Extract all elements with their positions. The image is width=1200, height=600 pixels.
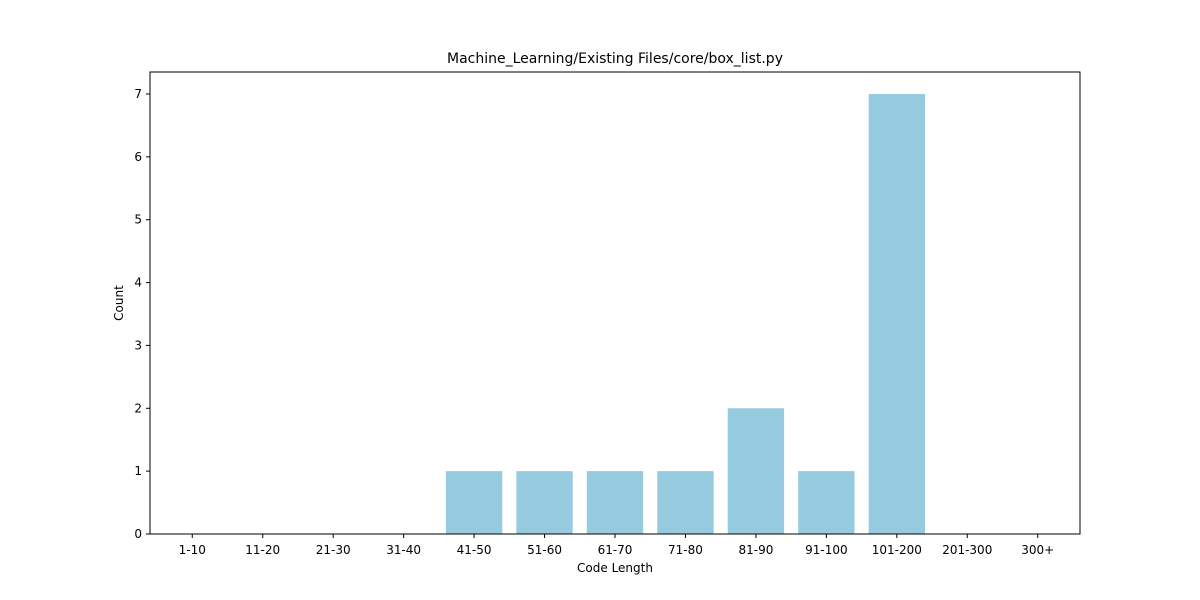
x-tick-label: 31-40 xyxy=(386,543,421,557)
x-tick-label: 41-50 xyxy=(457,543,492,557)
bar-71-80 xyxy=(657,471,714,534)
x-tick-label: 300+ xyxy=(1021,543,1054,557)
x-axis-ticks: 1-10 11-20 21-30 31-40 41-50 51-60 61-70 71-80 8… xyxy=(179,534,1054,557)
y-tick-label: 1 xyxy=(134,464,142,478)
x-tick-label: 51-60 xyxy=(527,543,562,557)
x-tick-label: 201-300 xyxy=(942,543,992,557)
chart-title: Machine_Learning/Existing Files/core/box… xyxy=(447,51,783,67)
bar-61-70 xyxy=(586,471,644,534)
bar-91-100 xyxy=(798,471,855,534)
y-tick-label: 4 xyxy=(134,276,142,290)
bar-81-90 xyxy=(727,408,785,534)
y-tick-label: 2 xyxy=(134,401,142,415)
y-tick-label: 3 xyxy=(134,338,142,352)
x-tick-label: 61-70 xyxy=(598,543,633,557)
bar-41-50 xyxy=(445,471,503,534)
bar-51-60 xyxy=(516,471,573,534)
x-tick-label: 21-30 xyxy=(316,543,351,557)
y-tick-label: 0 xyxy=(134,527,142,541)
x-tick-label: 91-100 xyxy=(805,543,848,557)
x-axis-label: Code Length xyxy=(577,561,653,575)
y-tick-label: 5 xyxy=(134,213,142,227)
x-tick-label: 101-200 xyxy=(872,543,922,557)
y-axis-label: Count xyxy=(112,285,126,321)
y-axis-ticks: 0 1 2 3 4 5 6 7 xyxy=(134,87,150,541)
plot-area-frame xyxy=(149,71,1081,535)
x-tick-label: 11-20 xyxy=(245,543,280,557)
x-tick-label: 71-80 xyxy=(668,543,703,557)
y-tick-label: 7 xyxy=(134,87,142,101)
x-tick-label: 1-10 xyxy=(179,543,206,557)
x-tick-label: 81-90 xyxy=(738,543,773,557)
bar-101-200 xyxy=(868,94,925,534)
y-tick-label: 6 xyxy=(134,150,142,164)
bars-group xyxy=(445,94,925,534)
